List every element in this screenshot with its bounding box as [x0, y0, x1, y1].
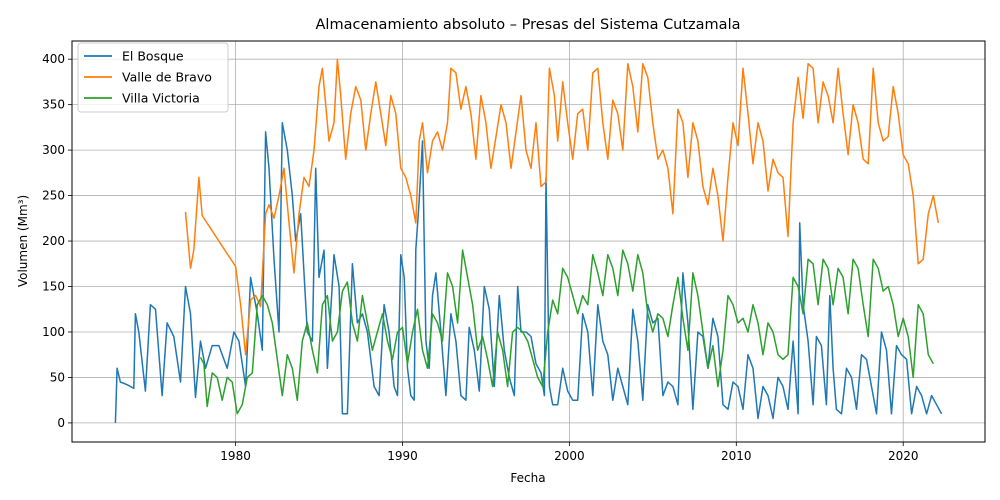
legend-label-villa-victoria: Villa Victoria: [122, 91, 200, 106]
chart-title: Almacenamiento absoluto – Presas del Sis…: [316, 17, 741, 33]
plot-frame: [71, 40, 986, 443]
y-tick-label: 250: [42, 189, 65, 203]
legend: El Bosque Valle de Bravo Villa Victoria: [77, 42, 229, 113]
grid: [72, 41, 985, 442]
x-axis: 1980 1990 2000 2010 2020: [220, 442, 918, 463]
legend-label-el-bosque: El Bosque: [122, 49, 184, 64]
y-axis-label: Volumen (Mm³): [16, 195, 30, 287]
x-tick-label: 2000: [554, 449, 585, 463]
x-tick-label: 2020: [888, 449, 919, 463]
series-line-el-bosque: [114, 122, 943, 423]
x-tick-label: 1990: [387, 449, 418, 463]
y-tick-label: 400: [42, 52, 65, 66]
y-axis: 0 50 100 150 200 250 300 350 400: [42, 52, 72, 430]
y-tick-label: 50: [50, 370, 65, 384]
legend-box: [77, 42, 229, 113]
y-tick-label: 150: [42, 280, 65, 294]
y-tick-label: 350: [42, 98, 65, 112]
y-tick-label: 200: [42, 234, 65, 248]
y-tick-label: 300: [42, 143, 65, 157]
x-axis-label: Fecha: [510, 471, 545, 485]
plot-lines: [114, 58, 943, 423]
legend-label-valle-de-bravo: Valle de Bravo: [122, 70, 212, 85]
x-tick-label: 2010: [721, 449, 752, 463]
y-tick-label: 0: [57, 416, 65, 430]
x-tick-label: 1980: [220, 449, 251, 463]
y-tick-label: 100: [42, 325, 65, 339]
series-line-valle-de-bravo: [184, 58, 940, 356]
series-line-villa-victoria: [199, 249, 934, 415]
